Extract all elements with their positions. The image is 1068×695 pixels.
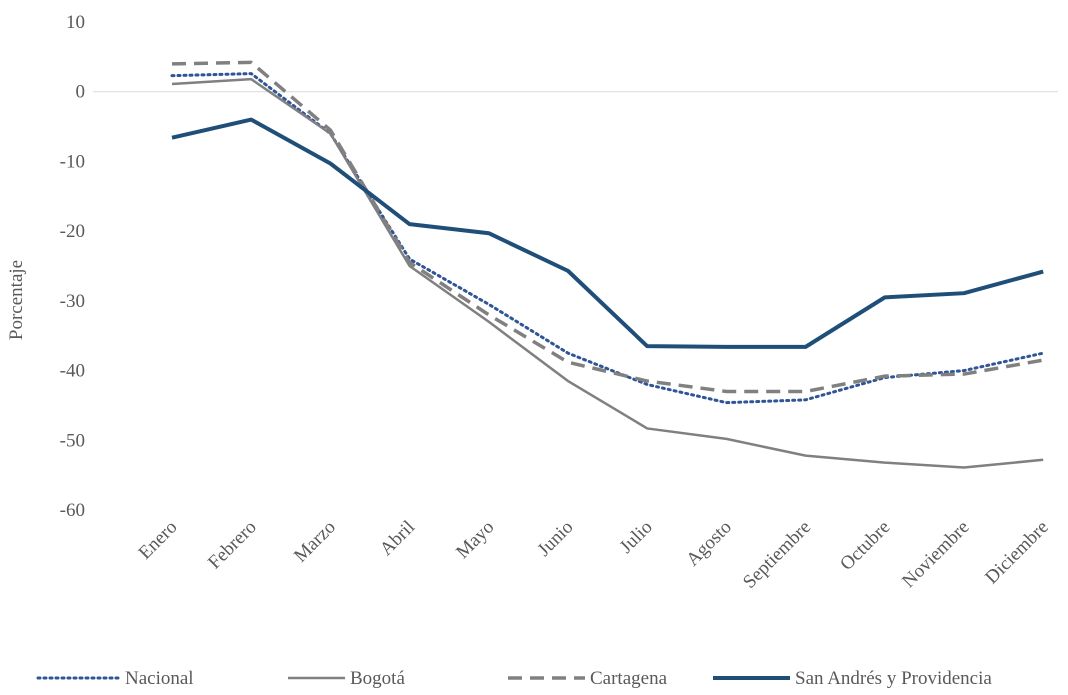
series-line: [170, 72, 1045, 405]
series-line: [171, 77, 1044, 469]
y-tick-label: -40: [60, 361, 85, 382]
x-tick-label: Junio: [534, 517, 578, 561]
x-tick-label: Agosto: [682, 517, 736, 571]
x-tick-label: Marzo: [290, 517, 340, 567]
legend-label: San Andrés y Providencia: [795, 668, 992, 689]
y-tick-label: -30: [60, 291, 85, 312]
x-tick-label: Julio: [616, 517, 657, 558]
x-tick-label: Octubre: [836, 517, 894, 575]
series-line: [171, 117, 1044, 349]
y-tick-label: -50: [60, 430, 85, 451]
x-tick-label: Febrero: [204, 517, 261, 574]
series-line: [171, 60, 1044, 394]
y-tick-label: -10: [60, 151, 85, 172]
y-tick-label: -60: [60, 500, 85, 521]
x-tick-label: Mayo: [452, 517, 498, 563]
x-tick-label: Diciembre: [981, 517, 1053, 589]
y-tick-label: 10: [66, 12, 85, 33]
y-axis-label: Porcentaje: [6, 260, 27, 340]
legend-label: Bogotá: [350, 668, 405, 689]
y-tick-label: -20: [60, 221, 85, 242]
legend-label: Cartagena: [590, 668, 668, 689]
x-tick-label: Noviembre: [898, 517, 973, 592]
y-tick-label: 0: [76, 82, 86, 103]
x-tick-label: Abril: [376, 517, 419, 560]
x-tick-label: Enero: [135, 517, 182, 564]
legend-label: Nacional: [125, 668, 194, 689]
x-tick-label: Septiembre: [739, 517, 815, 593]
